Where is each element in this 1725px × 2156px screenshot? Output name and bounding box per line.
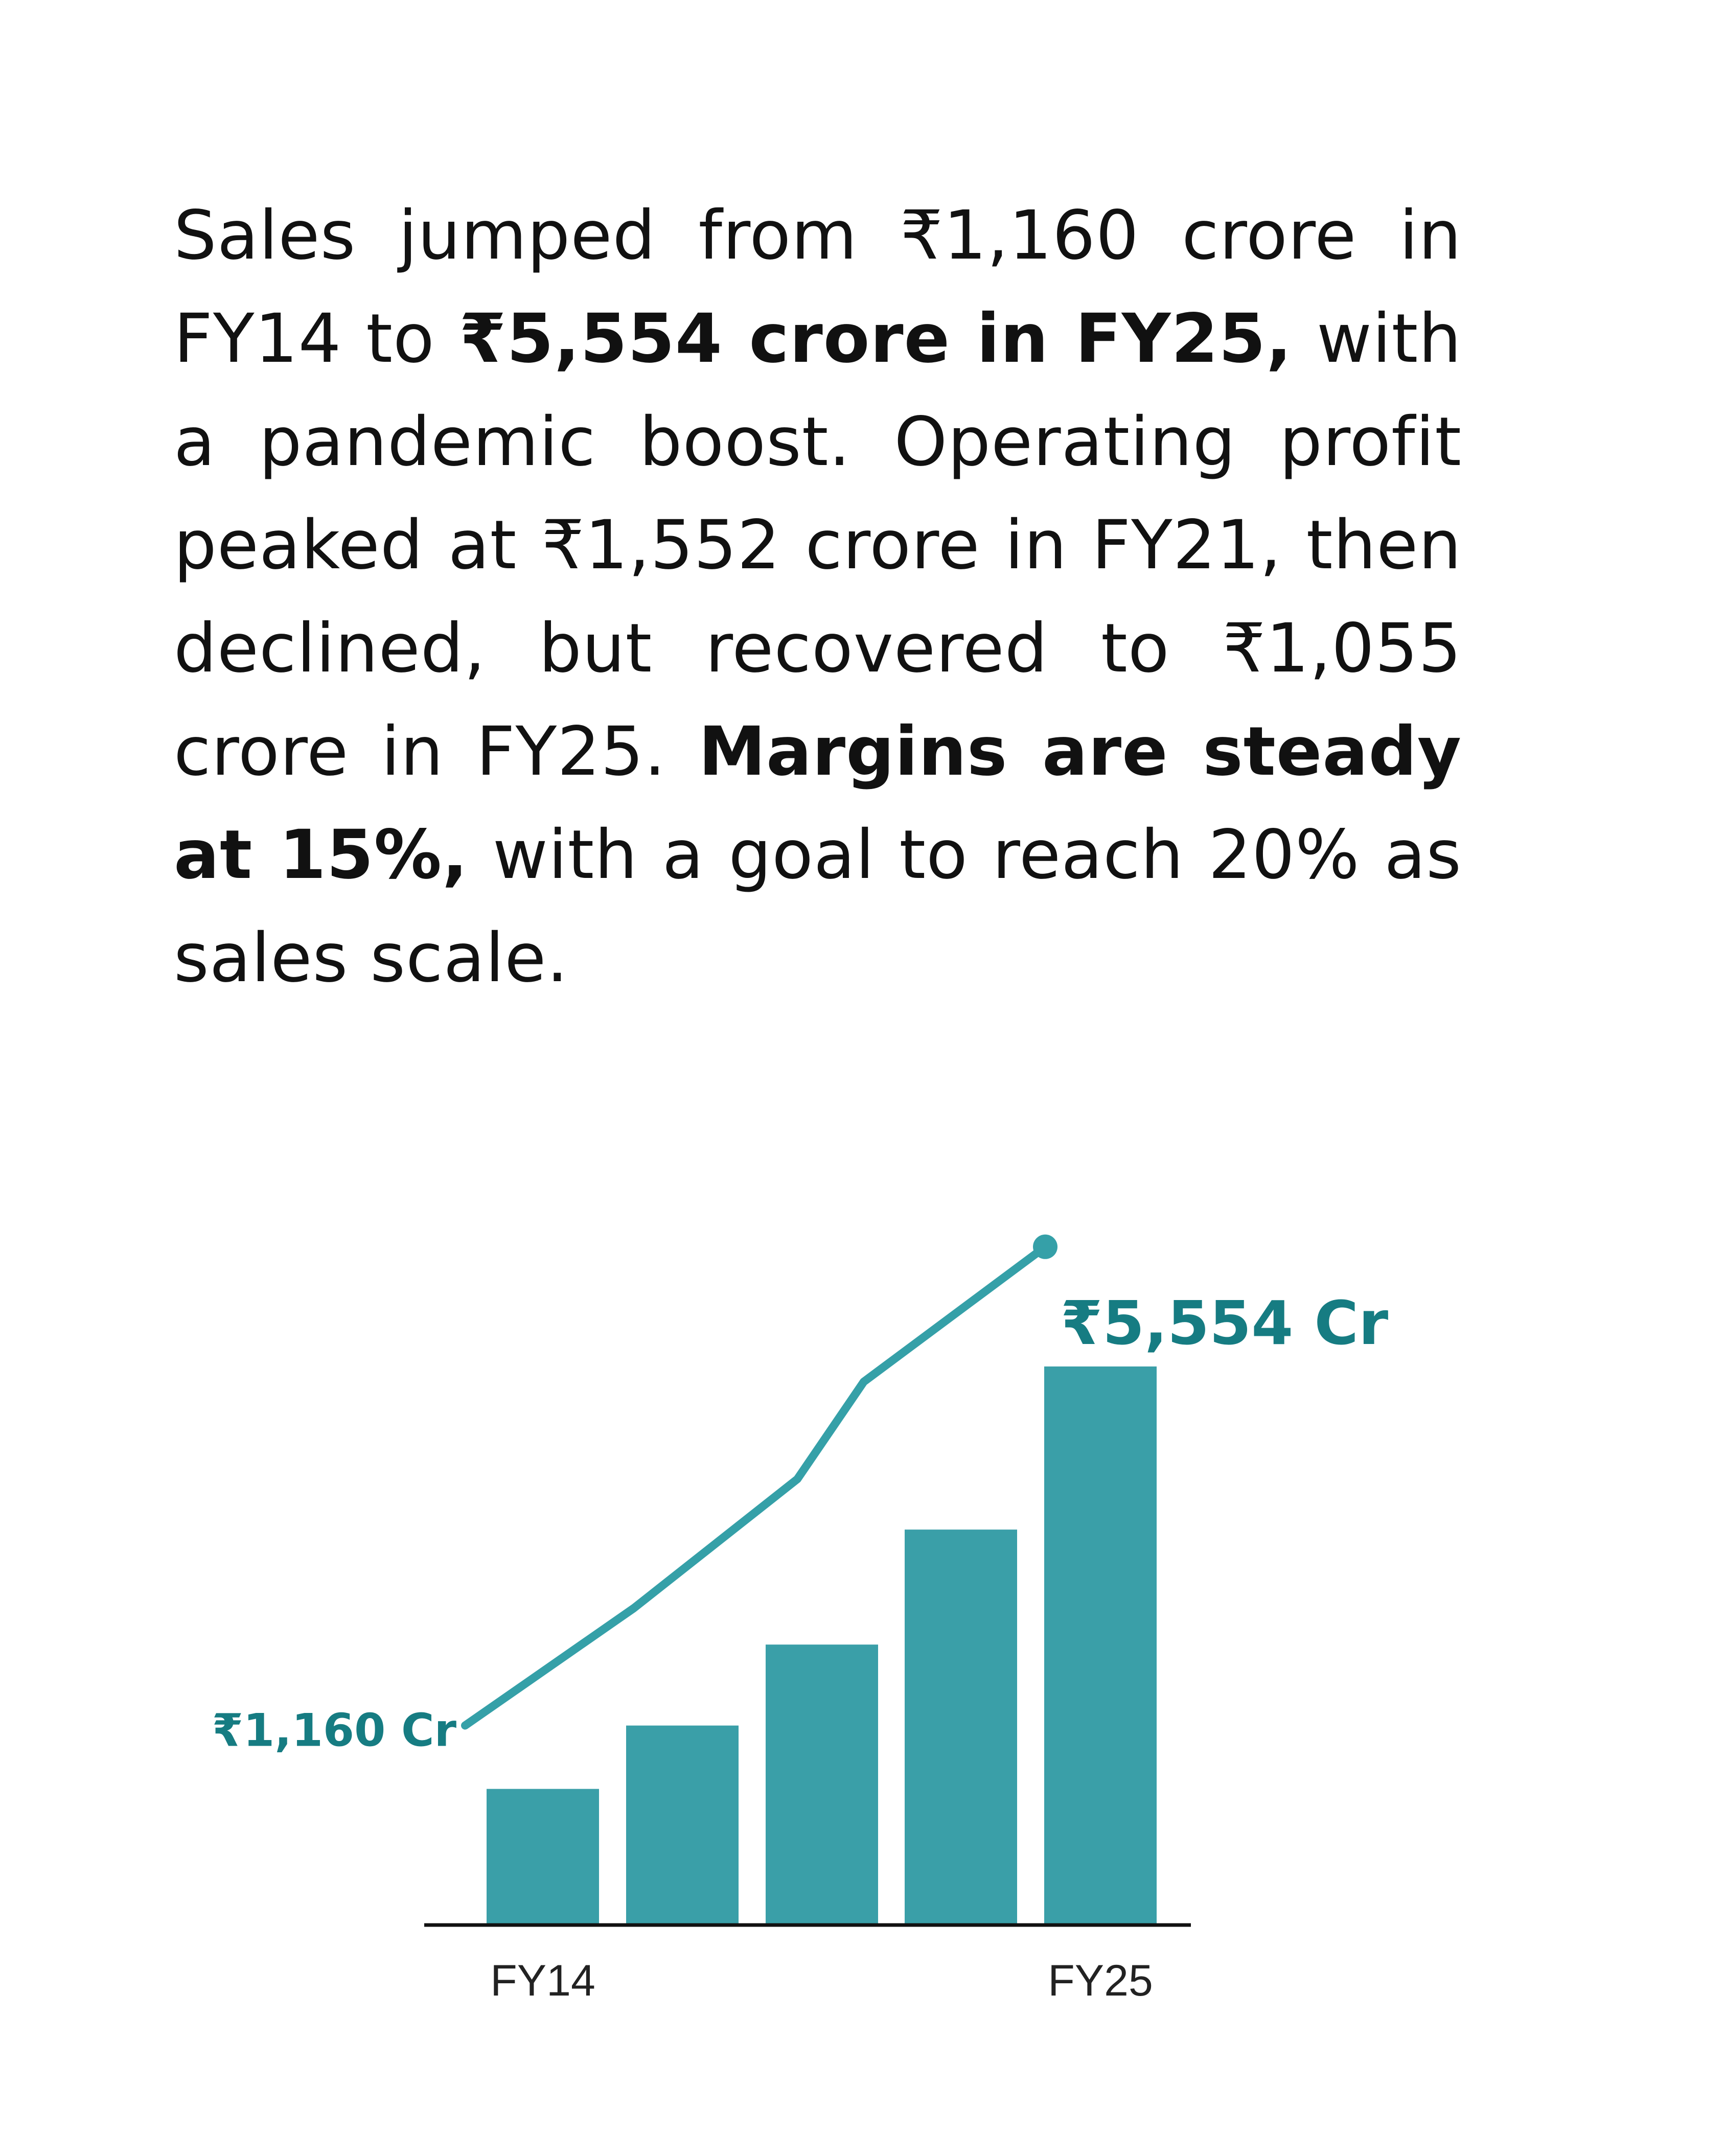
description-paragraph: Sales jumped from ₹1,160 crore in FY14 t…: [174, 184, 1462, 1010]
text-segment-3: with a goal to reach 20% as sales scale.: [174, 816, 1462, 998]
text-segment-2: with a pandemic boost. Operating profit …: [174, 299, 1462, 791]
tick-label-fy14: FY14: [490, 1956, 595, 2005]
bar-1: [487, 1789, 599, 1925]
bar-5: [1044, 1366, 1157, 1925]
text-bold-sales: ₹5,554 crore in FY25,: [459, 299, 1293, 378]
tick-labels-group: FY14 FY25: [490, 1956, 1153, 2005]
value-labels-group: ₹1,160 Cr ₹5,554 Cr: [212, 1288, 1388, 1757]
text-bold-margins: Margins are steady at 15%,: [174, 712, 1462, 894]
bars-group: [487, 1366, 1157, 1925]
start-value-label: ₹1,160 Cr: [212, 1704, 457, 1757]
tick-label-fy25: FY25: [1048, 1956, 1153, 2005]
text-segment-1: Sales jumped from ₹1,160 crore in FY14 t…: [174, 196, 1462, 378]
bar-4: [905, 1529, 1017, 1925]
trend-end-marker: [1033, 1234, 1057, 1259]
end-value-label: ₹5,554 Cr: [1061, 1288, 1388, 1358]
bar-2: [626, 1725, 739, 1925]
bar-3: [766, 1644, 878, 1925]
trend-line: [461, 1242, 1049, 1730]
